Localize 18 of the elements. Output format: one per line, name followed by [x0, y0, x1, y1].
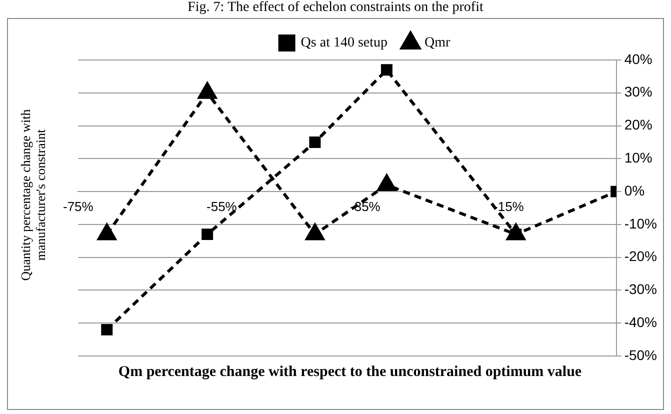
legend-label: Qmr — [424, 36, 451, 51]
y-axis-title: Quantity percentage change with manufacturer's constraint — [18, 108, 48, 283]
x-tick-label: -75% — [62, 198, 94, 214]
y-tick-label: 40% — [624, 50, 652, 67]
y-tick-label: -40% — [624, 314, 658, 330]
y-tick-label: -50% — [624, 346, 658, 363]
x-axis-title: Qm percentage change with respect to the unconstrained optimum value — [117, 364, 583, 381]
x-tick-label: -15% — [494, 198, 524, 214]
legend-label: Qs at 140 setup — [300, 36, 388, 51]
chart-title: Fig. 7: The effect of echelon constraints on the profit — [186, 0, 484, 16]
y-tick-label: -30% — [624, 281, 658, 298]
y-tick-label: -10% — [624, 215, 658, 232]
y-tick-label: 10% — [624, 150, 652, 166]
y-tick-label: 30% — [624, 84, 652, 100]
y-tick-label: -20% — [624, 248, 658, 264]
y-tick-label: 20% — [624, 116, 652, 133]
x-tick-label: -55% — [206, 198, 238, 214]
y-tick-label: 0% — [624, 182, 645, 198]
